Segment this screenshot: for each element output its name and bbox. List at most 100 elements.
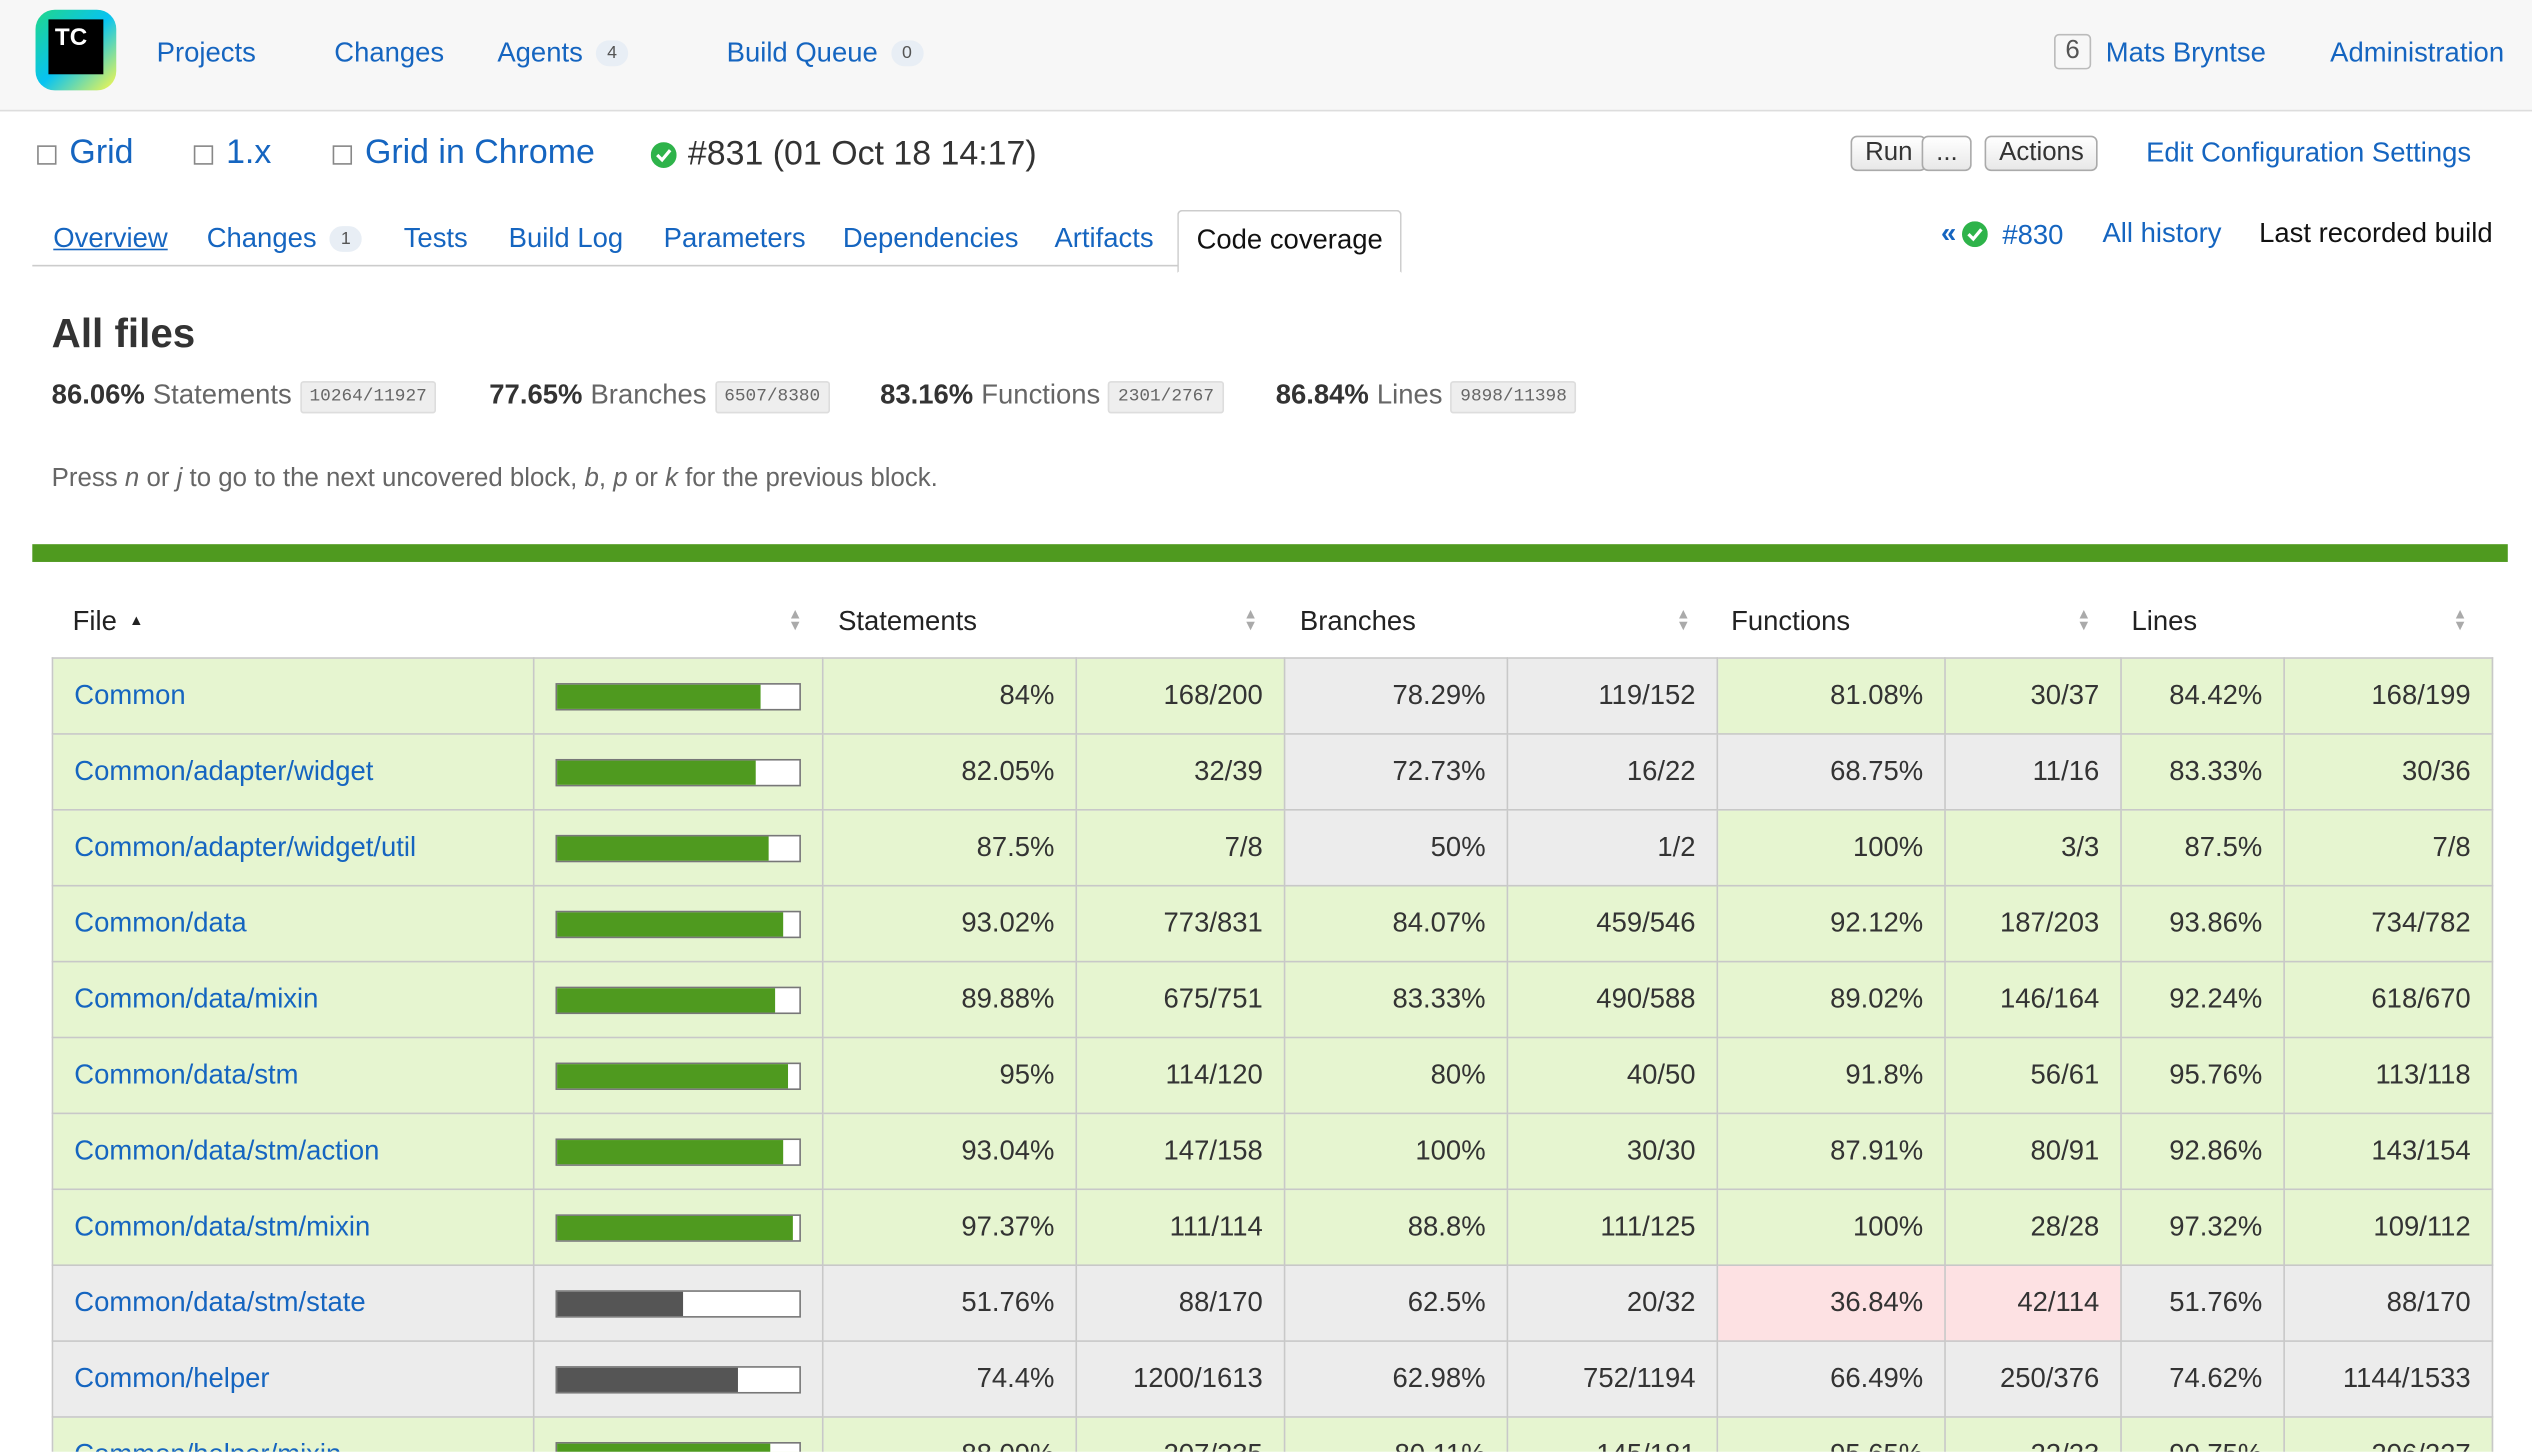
coverage-cell: 100% — [1716, 809, 1946, 887]
nav-badge: 4 — [595, 40, 629, 67]
tab[interactable]: Overview — [53, 223, 167, 255]
coverage-fill — [557, 1366, 738, 1392]
tab[interactable]: Dependencies — [843, 223, 1019, 255]
coverage-cell: 206/227 — [2283, 1416, 2494, 1452]
table-row: Common/adapter/widget/util 87.5% 7/8 50% 1/2… — [51, 809, 2494, 887]
all-history-link[interactable]: All history — [2102, 217, 2222, 249]
file-link[interactable]: Common/data/stm/action — [74, 1135, 380, 1166]
coverage-cell: 95% — [821, 1036, 1078, 1115]
tab[interactable]: Artifacts — [1054, 223, 1153, 255]
coverage-cell: 734/782 — [2283, 884, 2494, 963]
coverage-fill — [557, 1442, 771, 1452]
bar-cell — [532, 1188, 824, 1267]
coverage-cell: 90.75% — [2120, 1416, 2285, 1452]
tab-label[interactable]: Artifacts — [1054, 222, 1154, 254]
coverage-cell: 119/152 — [1506, 657, 1719, 735]
prev-arrow[interactable]: « — [1940, 217, 1957, 249]
more-button[interactable]: ... — [1921, 135, 1973, 172]
table-row: Common/data/stm/state 51.76% 88/170 62.5% 20… — [51, 1264, 2494, 1342]
logo[interactable]: TC — [48, 19, 104, 75]
nav-item[interactable]: Agents 4 — [497, 37, 629, 69]
file-link[interactable]: Common/adapter/widget — [74, 755, 374, 787]
tab[interactable]: Tests — [404, 223, 468, 255]
stat-pct: 86.84% — [1275, 379, 1369, 411]
tab-label[interactable]: Parameters — [663, 222, 806, 254]
coverage-bar — [555, 1365, 801, 1393]
nav-label[interactable]: Agents — [497, 37, 583, 68]
coverage-cell: 187/203 — [1944, 884, 2122, 963]
nav-label[interactable]: Changes — [334, 37, 445, 68]
nav-label[interactable]: Projects — [156, 37, 256, 68]
hint-part: n — [124, 465, 140, 493]
stat-pct: 77.65% — [489, 379, 583, 411]
coverage-bar — [555, 682, 801, 710]
tab[interactable]: Build Log — [509, 223, 623, 255]
coverage-cell: 28/28 — [1944, 1188, 2122, 1267]
coverage-cell: 74.4% — [821, 1340, 1078, 1418]
table-row: Common/adapter/widget 82.05% 32/39 72.73% 16… — [51, 733, 2494, 811]
file-cell: Common/data/stm — [51, 1036, 535, 1115]
actions-button[interactable]: Actions — [1984, 135, 2099, 172]
file-link[interactable]: Common/helper — [74, 1362, 270, 1394]
file-link[interactable]: Common/data/mixin — [74, 983, 319, 1015]
stat-pct: 83.16% — [880, 379, 974, 411]
column-header[interactable]: File — [72, 605, 117, 637]
tab-label[interactable]: Build Log — [508, 222, 624, 254]
tab-label[interactable]: Code coverage — [1196, 224, 1383, 256]
admin-link[interactable]: Administration — [2330, 37, 2505, 68]
stat: 77.65% Branches 6507/8380 — [489, 379, 830, 414]
coverage-cell: 87.5% — [821, 809, 1078, 887]
coverage-cell: 752/1194 — [1506, 1340, 1719, 1418]
run-button[interactable]: Run — [1850, 135, 1928, 172]
coverage-bar — [555, 1137, 801, 1166]
nav-item[interactable]: Projects — [157, 37, 256, 69]
column-header[interactable]: Branches — [1299, 605, 1416, 637]
breadcrumb-link[interactable]: Grid — [69, 134, 134, 172]
stat: 86.84% Lines 9898/11398 — [1275, 379, 1577, 414]
tab[interactable]: Code coverage — [1177, 209, 1403, 273]
stat-label: Lines — [1376, 379, 1443, 411]
edit-settings-link[interactable]: Edit Configuration Settings — [2146, 137, 2472, 168]
coverage-cell: 30/37 — [1944, 657, 2122, 735]
tab-label[interactable]: Changes — [206, 222, 317, 254]
tab[interactable]: Changes 1 — [206, 222, 363, 255]
file-link[interactable]: Common/helper/mixin — [74, 1439, 341, 1452]
tab-label[interactable]: Overview — [53, 222, 168, 254]
coverage-cell: 207/235 — [1075, 1416, 1286, 1452]
coverage-cell: 72.73% — [1283, 733, 1509, 811]
coverage-fill — [557, 1215, 793, 1240]
column-header[interactable]: Functions — [1731, 605, 1851, 637]
bar-cell — [532, 884, 824, 963]
stat: 83.16% Functions 2301/2767 — [880, 379, 1224, 414]
file-link[interactable]: Common/data/stm/state — [74, 1286, 366, 1318]
column-header[interactable]: Statements — [838, 605, 977, 637]
coverage-cell: 92.12% — [1716, 884, 1946, 963]
file-link[interactable]: Common — [74, 679, 186, 711]
coverage-cell: 459/546 — [1506, 884, 1719, 963]
breadcrumb-link[interactable]: 1.x — [226, 134, 272, 172]
tab-label[interactable]: Tests — [403, 222, 468, 254]
file-cell: Common/data/stm/mixin — [51, 1188, 535, 1267]
nav-item[interactable]: Changes — [334, 37, 444, 69]
user-link[interactable]: Mats Bryntse — [2105, 37, 2266, 68]
coverage-cell: 62.5% — [1283, 1264, 1509, 1342]
prev-build-link[interactable]: #830 — [2002, 219, 2064, 251]
hint-part: or — [627, 465, 665, 493]
bar-cell — [532, 657, 824, 735]
nav-item[interactable]: Build Queue 0 — [727, 37, 924, 69]
file-link[interactable]: Common/data — [74, 907, 247, 939]
hint-part: , — [598, 465, 614, 493]
column-header[interactable]: Lines — [2131, 605, 2198, 637]
nav-label[interactable]: Build Queue — [726, 37, 878, 68]
file-link[interactable]: Common/data/stm — [74, 1059, 299, 1090]
breadcrumb-link[interactable]: Grid in Chrome — [364, 134, 595, 172]
breadcrumb-icon — [332, 145, 353, 165]
tab[interactable]: Parameters — [664, 223, 806, 255]
file-link[interactable]: Common/adapter/widget/util — [74, 831, 417, 863]
stat-count: 6507/8380 — [714, 381, 830, 414]
tab-label[interactable]: Dependencies — [842, 222, 1019, 254]
user-badge[interactable]: 6 — [2054, 33, 2092, 70]
file-link[interactable]: Common/data/stm/mixin — [74, 1211, 371, 1242]
coverage-cell: 97.32% — [2120, 1188, 2285, 1267]
stat-label: Functions — [981, 379, 1101, 411]
